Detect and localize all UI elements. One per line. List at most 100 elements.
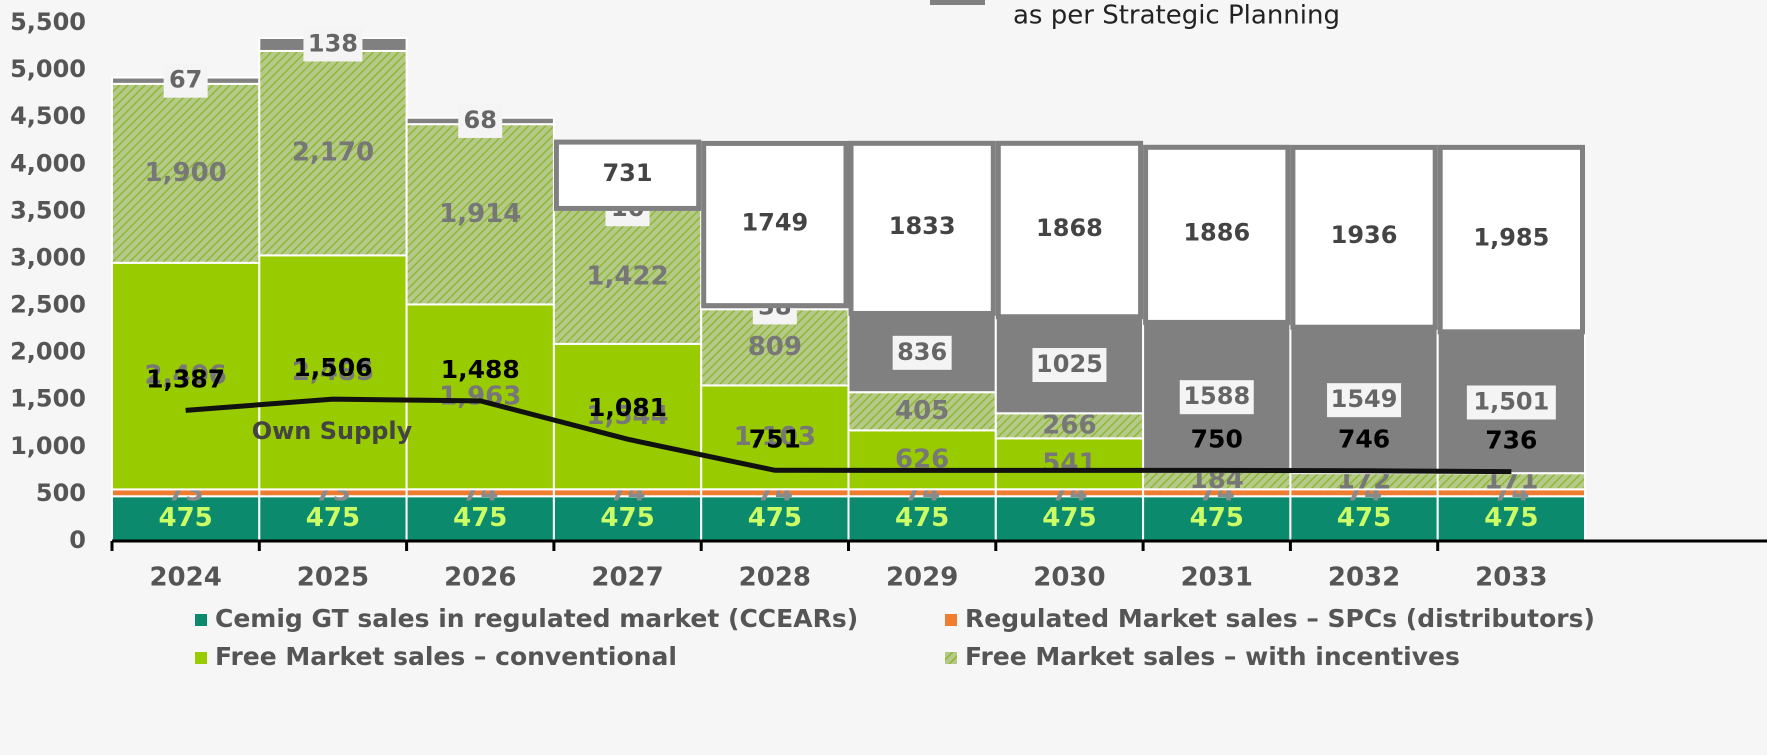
line-label: 1,081: [588, 393, 667, 422]
data-label: 475: [1042, 503, 1096, 533]
data-label: 1868: [1036, 214, 1103, 242]
bar-segment: [552, 495, 703, 543]
bar-segment: [1143, 144, 1291, 325]
bar-segment: [994, 412, 1145, 440]
label-box: [303, 27, 363, 62]
data-label: 68: [464, 106, 497, 134]
data-label: 475: [453, 503, 507, 533]
legend-swatch: [195, 652, 207, 664]
data-label: 475: [159, 503, 213, 533]
data-label: 1833: [889, 212, 956, 240]
bar-segment: [848, 140, 996, 316]
data-label: 2,485: [292, 357, 374, 387]
data-label: 731: [602, 159, 652, 187]
data-label: 1749: [741, 208, 808, 236]
label-box: [1032, 348, 1107, 383]
y-tick-label: 1,500: [10, 385, 86, 413]
line-label: 750: [1191, 424, 1243, 453]
bar-segment: [111, 495, 261, 543]
data-label: 1,985: [1473, 223, 1549, 251]
label-box: [1179, 380, 1254, 415]
x-tick-label: 2026: [444, 563, 516, 593]
y-tick-label: 3,000: [10, 243, 86, 271]
y-tick-label: 2,500: [10, 291, 86, 319]
bar-segment: [995, 140, 1144, 320]
data-label: 1886: [1183, 219, 1250, 247]
y-tick-label: 500: [36, 479, 86, 507]
legend-label: Free Market sales – with incentives: [965, 642, 1460, 671]
x-tick-label: 2024: [149, 563, 221, 593]
y-tick-label: 5,500: [10, 8, 86, 36]
data-label: 475: [306, 503, 360, 533]
legend-label: Cemig GT sales in regulated market (CCEA…: [215, 604, 858, 633]
line-annotation: Own Supply: [252, 417, 413, 445]
bar-segment: [1289, 495, 1439, 543]
data-label: 475: [1337, 503, 1391, 533]
label-box: [458, 103, 503, 138]
label-box: [892, 335, 952, 370]
data-label: 67: [169, 66, 202, 94]
bar-segment: [1436, 495, 1586, 543]
y-tick-label: 5,000: [10, 55, 86, 83]
data-label: 836: [897, 338, 947, 366]
y-tick-label: 0: [69, 526, 86, 554]
legend-swatch: [945, 652, 957, 664]
x-tick-label: 2032: [1328, 563, 1400, 593]
line-label: 1,506: [293, 353, 372, 382]
line: [185, 396, 1512, 475]
bar-segment: [553, 139, 702, 211]
bar-segment: [847, 391, 997, 432]
x-tick-label: 2025: [297, 563, 369, 593]
data-label: 138: [308, 29, 358, 57]
data-label: 2,170: [292, 138, 374, 168]
bar-segment: [994, 495, 1145, 543]
data-label: 475: [1190, 503, 1244, 533]
bar-segment: [847, 429, 997, 491]
x-tick-label: 2027: [591, 563, 663, 593]
y-tick-label: 4,500: [10, 102, 86, 130]
data-label: 1,103: [734, 422, 816, 452]
bar-segment: [405, 123, 555, 306]
data-label: 405: [895, 396, 949, 426]
label-box: [1466, 385, 1556, 420]
legend-label: Regulated Market sales – SPCs (distribut…: [965, 604, 1595, 633]
data-label: 1588: [1183, 382, 1250, 410]
y-tick-label: 4,000: [10, 149, 86, 177]
line-label: 736: [1485, 426, 1537, 455]
bar-segment: [405, 303, 555, 491]
legend-swatch: [195, 614, 207, 626]
bar-segment: [1290, 144, 1438, 330]
bar-segment: [552, 208, 703, 345]
data-label: 475: [748, 503, 802, 533]
data-label: 809: [748, 332, 802, 362]
y-tick-label: 2,000: [10, 338, 86, 366]
data-label: 1549: [1331, 385, 1398, 413]
legend-label: Free Market sales – conventional: [215, 642, 677, 671]
data-label: 541: [1042, 448, 1096, 478]
line-label: 1,488: [441, 355, 520, 384]
legend-swatch: [930, 0, 985, 5]
y-tick-label: 3,500: [10, 196, 86, 224]
line-label: 746: [1338, 425, 1390, 454]
bar-segment: [1142, 495, 1292, 543]
data-label: 1,422: [586, 261, 668, 291]
data-label: 2,406: [145, 361, 227, 391]
bar-segment: [701, 140, 849, 309]
x-tick-label: 2031: [1181, 563, 1253, 593]
data-label: 1,914: [439, 199, 521, 229]
bar-segment: [258, 49, 408, 257]
bar-segment: [552, 342, 703, 491]
data-label: 1,544: [586, 401, 668, 431]
data-label: 1936: [1331, 221, 1398, 249]
x-tick-label: 2033: [1475, 563, 1547, 593]
data-label: 266: [1042, 410, 1096, 440]
label-box: [1327, 383, 1402, 418]
data-label: 475: [1484, 503, 1538, 533]
data-label: 1,501: [1473, 388, 1549, 416]
data-label: 1025: [1036, 350, 1103, 378]
y-tick-label: 1,000: [10, 432, 86, 460]
line-label: 751: [749, 424, 801, 453]
x-tick-label: 2030: [1033, 563, 1105, 593]
legend-label: as per Strategic Planning: [1013, 1, 1340, 31]
